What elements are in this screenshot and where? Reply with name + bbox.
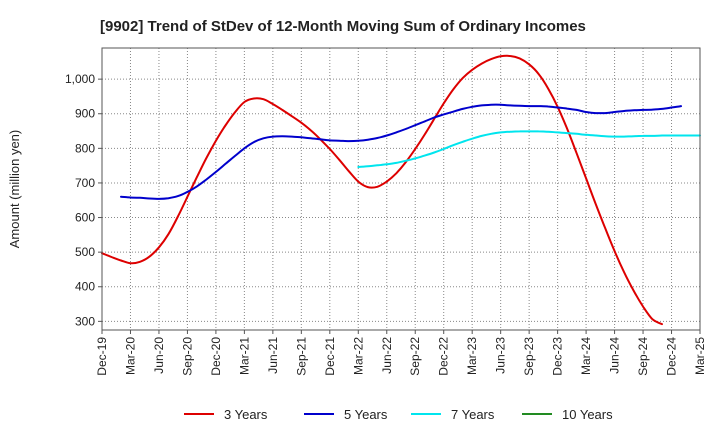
x-tick-label: Dec-21 [323, 337, 337, 376]
series-group [101, 54, 701, 326]
x-tick-label: Jun-23 [494, 337, 508, 374]
legend-label-10-years: 10 Years [562, 407, 613, 422]
y-tick-label: 500 [75, 245, 95, 259]
chart-title: [9902] Trend of StDev of 12-Month Moving… [100, 18, 586, 35]
x-tick-label: Sep-21 [294, 337, 308, 376]
y-tick-label: 800 [75, 141, 95, 155]
y-tick-label: 600 [75, 211, 95, 225]
x-tick-label: Dec-22 [437, 337, 451, 376]
x-tick-label: Mar-25 [693, 337, 707, 375]
x-tick-label: Sep-23 [522, 337, 536, 376]
x-tick-label: Dec-19 [95, 337, 109, 376]
series-line-5-years [120, 103, 682, 200]
y-axis: 300 400 500 600 700 800 900 1,000 [65, 72, 102, 328]
x-tick-label: Dec-20 [209, 337, 223, 376]
x-axis: Dec-19 Mar-20 Jun-20 Sep-20 Dec-20 Mar-21 Jun-… [95, 330, 707, 376]
y-tick-label: 400 [75, 280, 95, 294]
x-tick-label: Mar-22 [351, 337, 365, 375]
y-tick-label: 700 [75, 176, 95, 190]
x-tick-label: Mar-20 [123, 337, 137, 375]
legend: 3 Years 5 Years 7 Years 10 Years [184, 407, 613, 422]
series-line-7-years [357, 130, 701, 168]
y-axis-label: Amount (million yen) [7, 130, 22, 249]
x-tick-label: Jun-24 [608, 337, 622, 374]
legend-label-5-years: 5 Years [344, 407, 388, 422]
plot-area [102, 48, 700, 330]
series-line-3-years [101, 54, 663, 326]
y-tick-label: 300 [75, 314, 95, 328]
legend-label-7-years: 7 Years [451, 407, 495, 422]
x-tick-label: Dec-23 [551, 337, 565, 376]
x-tick-label: Sep-20 [180, 337, 194, 376]
x-tick-label: Dec-24 [665, 337, 679, 376]
x-tick-label: Jun-20 [152, 337, 166, 374]
x-tick-label: Mar-23 [465, 337, 479, 375]
x-tick-label: Mar-21 [237, 337, 251, 375]
y-tick-label: 1,000 [65, 72, 95, 86]
legend-label-3-years: 3 Years [224, 407, 268, 422]
x-tick-label: Sep-24 [636, 337, 650, 376]
y-tick-label: 900 [75, 107, 95, 121]
x-tick-label: Jun-21 [266, 337, 280, 374]
x-tick-label: Mar-24 [579, 337, 593, 375]
x-tick-label: Jun-22 [380, 337, 394, 374]
x-tick-label: Sep-22 [408, 337, 422, 376]
plot-frame [101, 47, 701, 331]
